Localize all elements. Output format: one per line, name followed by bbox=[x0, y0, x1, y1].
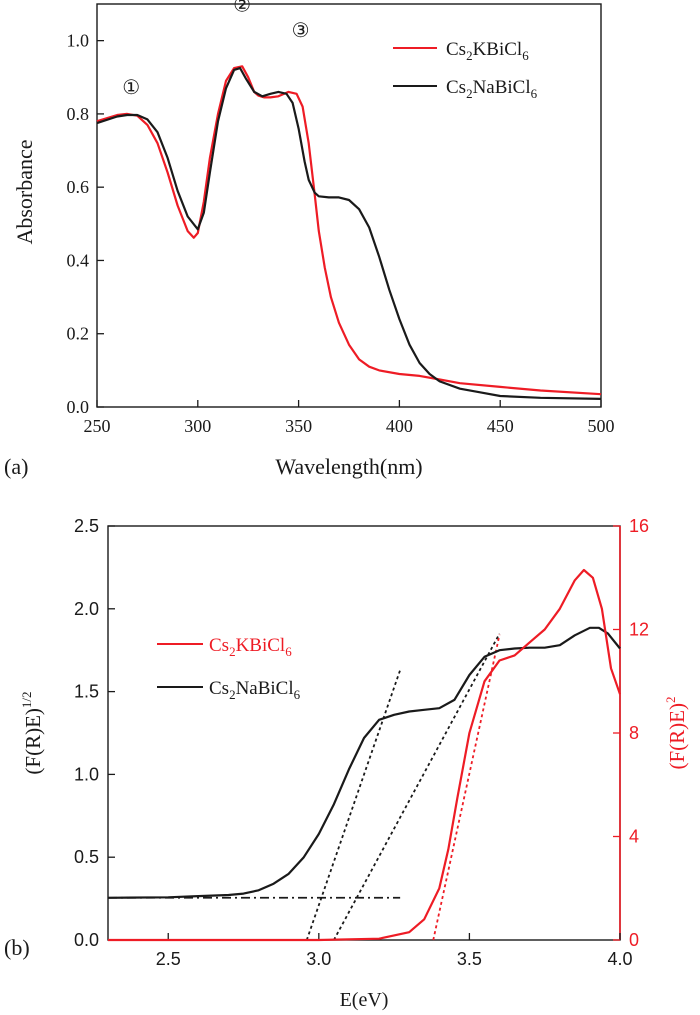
panel-b-label: (b) bbox=[4, 935, 30, 960]
legend-a-label-0: Cs2KBiCl6 bbox=[446, 39, 529, 63]
panel-b-y-tick-label: 2.5 bbox=[74, 516, 99, 536]
panel-b-series-Cs2NaBiCl6 bbox=[107, 626, 621, 899]
panel-b-fit-lines bbox=[108, 633, 501, 941]
panel-a-legend: Cs2KBiCl6 Cs2NaBiCl6 bbox=[393, 39, 538, 101]
panel-b-y-tick-label: 0.0 bbox=[74, 930, 99, 950]
panel-a-x-axis-label: Wavelength(nm) bbox=[275, 454, 422, 479]
panel-b-y2-axis-label: (F(R)E)2 bbox=[663, 697, 689, 770]
panel-a-y-tick-label: 0.4 bbox=[67, 250, 90, 270]
panel-b-y-tick-label: 2.0 bbox=[74, 599, 99, 619]
panel-a-x-tick-label: 300 bbox=[184, 416, 211, 436]
panel-a-series-Cs2KBiCl6 bbox=[96, 65, 602, 396]
panel-b-series-Cs2KBiCl6 bbox=[108, 568, 622, 942]
panel-a-y-tick-label: 0.0 bbox=[67, 397, 90, 417]
panel-b-series bbox=[107, 568, 622, 942]
peak-annotation: ③ bbox=[292, 18, 310, 42]
panel-b-y2-tick-label: 4 bbox=[629, 827, 639, 847]
panel-b-y-tick-label: 1.0 bbox=[74, 764, 99, 784]
panel-b-x-tick-label: 3.5 bbox=[457, 949, 482, 969]
panel-a-y-tick-label: 0.6 bbox=[67, 177, 90, 197]
legend-b-label-0: Cs2KBiCl6 bbox=[209, 635, 292, 659]
legend-b-label-1: Cs2NaBiCl6 bbox=[209, 678, 301, 702]
panel-b-y-tick-label: 0.5 bbox=[74, 847, 99, 867]
panel-a-y-tick-label: 1.0 bbox=[67, 31, 90, 51]
panel-b-y2-tick-label: 12 bbox=[629, 620, 649, 640]
panel-a-label: (a) bbox=[4, 454, 28, 479]
panel-b-x-tick-label: 4.0 bbox=[607, 949, 632, 969]
panel-a-y-tick-label: 0.8 bbox=[67, 104, 90, 124]
panel-b-y2-tick-label: 0 bbox=[629, 930, 639, 950]
panel-a-series-Cs2NaBiCl6 bbox=[96, 66, 602, 400]
panel-b: 2.5 3.0 3.5 4.0 0.00.51.01.52.02.5 0481216 … bbox=[4, 516, 689, 1011]
panel-a-x-tick-label: 250 bbox=[84, 416, 111, 436]
peak-annotation: ① bbox=[122, 75, 140, 99]
panel-b-legend: Cs2KBiCl6 Cs2NaBiCl6 bbox=[157, 635, 301, 702]
fit-line bbox=[432, 634, 501, 941]
panel-b-y2-tick-label: 16 bbox=[629, 516, 649, 536]
panel-a: 250 300 350 400 450 500 0.0 0.2 0.4 0.6 0.8 1.0 ① ②… bbox=[4, 0, 615, 479]
fit-line bbox=[305, 669, 401, 941]
peak-annotation: ② bbox=[233, 0, 251, 16]
panel-b-y-axis-label: (F(R)E)1/2 bbox=[19, 691, 45, 774]
legend-a-label-1: Cs2NaBiCl6 bbox=[446, 77, 538, 101]
panel-a-y-ticks: 0.0 0.2 0.4 0.6 0.8 1.0 bbox=[67, 31, 104, 417]
panel-a-annotations: ① ② ③ bbox=[122, 0, 309, 99]
panel-b-plot-frame bbox=[107, 525, 621, 941]
panel-b-x-axis-label: E(eV) bbox=[340, 989, 389, 1011]
panel-b-y-tick-label: 1.5 bbox=[74, 682, 99, 702]
panel-b-x-tick-label: 3.0 bbox=[306, 949, 331, 969]
panel-a-y-tick-label: 0.2 bbox=[67, 324, 90, 344]
panel-b-y2-tick-label: 8 bbox=[629, 723, 639, 743]
fit-line bbox=[333, 633, 501, 941]
panel-b-x-ticks: 2.5 3.0 3.5 4.0 bbox=[156, 933, 633, 969]
panel-a-plot-frame bbox=[96, 3, 602, 408]
panel-a-x-tick-label: 450 bbox=[487, 416, 514, 436]
panel-a-x-tick-label: 500 bbox=[588, 416, 615, 436]
panel-b-x-tick-label: 2.5 bbox=[156, 949, 181, 969]
panel-a-x-tick-label: 350 bbox=[285, 416, 312, 436]
panel-a-x-ticks: 250 300 350 400 450 500 bbox=[84, 400, 615, 436]
panel-a-x-tick-label: 400 bbox=[386, 416, 413, 436]
panel-a-y-axis-label: Absorbance bbox=[12, 139, 37, 244]
panel-b-y2-ticks: 0 4 8 12 16 bbox=[613, 516, 649, 950]
panel-b-y-ticks: 0.0 0.5 1.0 1.5 2.0 2.5 bbox=[74, 516, 115, 950]
panel-a-series bbox=[96, 65, 602, 400]
